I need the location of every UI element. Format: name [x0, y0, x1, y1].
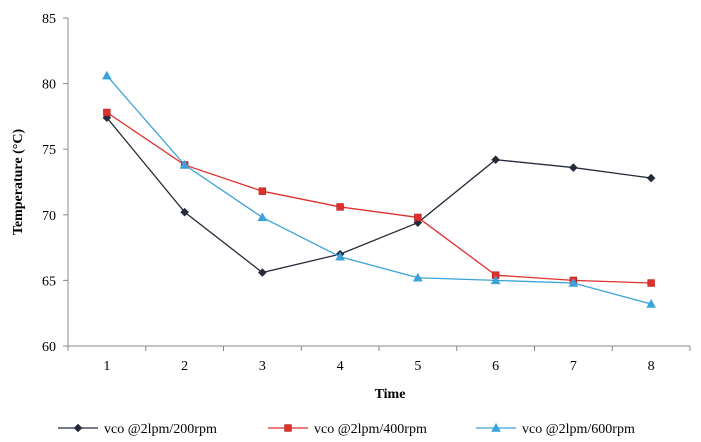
y-tick-label: 60	[42, 340, 56, 355]
series-line	[106, 117, 652, 274]
x-tick-label: 2	[181, 359, 188, 374]
data-point	[413, 272, 423, 282]
legend-label: vco @2lpm/200rpm	[104, 422, 217, 437]
series-layer	[102, 70, 656, 308]
data-point	[646, 298, 656, 308]
legend-label: vco @2lpm/400rpm	[314, 422, 427, 437]
data-point	[646, 173, 656, 183]
series-line	[106, 111, 652, 284]
x-tick-label: 5	[414, 359, 421, 374]
axes	[67, 18, 690, 347]
legend-label: vco @2lpm/600rpm	[522, 422, 635, 437]
y-tick-label: 85	[42, 12, 56, 27]
series-3	[102, 70, 656, 308]
x-tick-label: 6	[492, 359, 499, 374]
x-axis-title: Time	[375, 387, 406, 402]
y-tick-label: 70	[42, 209, 56, 224]
legend-marker	[284, 424, 292, 432]
x-tick-label: 8	[648, 359, 655, 374]
data-point	[568, 277, 579, 287]
y-axis-title: Temperature (°C)	[11, 129, 26, 236]
legend: vco @2lpm/200rpm vco @2lpm/400rpm vco @2lp…	[58, 422, 635, 437]
data-point	[335, 251, 345, 261]
y-ticks: 60 65 70 75 80 85	[42, 12, 68, 355]
legend-marker	[73, 423, 83, 433]
data-point	[647, 279, 655, 287]
series-2	[103, 108, 655, 287]
x-tick-label: 3	[259, 359, 266, 374]
data-point	[336, 203, 344, 211]
x-ticks: 1 2 3 4 5 6 7 8	[67, 346, 691, 374]
data-point	[569, 163, 578, 172]
x-tick-label: 7	[570, 359, 577, 374]
legend-item: vco @2lpm/600rpm	[476, 422, 635, 437]
data-point	[258, 268, 267, 277]
series-line	[106, 75, 652, 305]
data-point	[257, 212, 268, 222]
data-point	[103, 108, 111, 117]
legend-item: vco @2lpm/200rpm	[58, 422, 217, 437]
y-tick-label: 80	[42, 78, 56, 93]
x-tick-label: 4	[337, 359, 344, 374]
data-point	[414, 213, 422, 222]
data-point	[258, 187, 267, 195]
data-point	[491, 155, 500, 165]
data-point	[180, 207, 189, 217]
legend-marker	[491, 422, 501, 432]
data-point	[102, 70, 112, 80]
legend-item: vco @2lpm/400rpm	[268, 422, 427, 437]
series-1	[102, 113, 656, 277]
y-tick-label: 65	[42, 274, 56, 289]
data-point	[490, 275, 501, 285]
y-tick-label: 75	[42, 143, 56, 158]
x-tick-label: 1	[103, 359, 110, 374]
data-point	[179, 159, 190, 169]
